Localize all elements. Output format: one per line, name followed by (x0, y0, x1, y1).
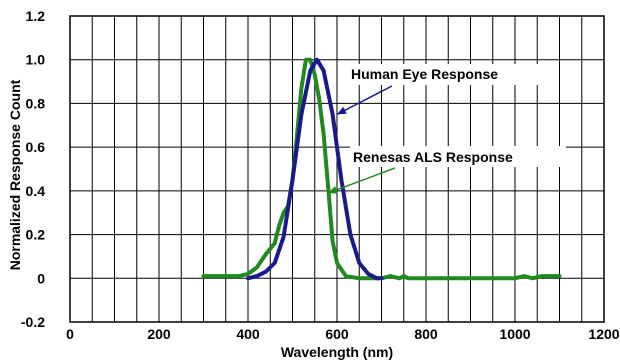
annotations: Human Eye Response Renesas ALS Response (327, 64, 566, 194)
x-tick-label: 1000 (499, 326, 530, 342)
x-tick-label: 200 (147, 326, 171, 342)
x-tick-label: 400 (236, 326, 260, 342)
x-axis-label: Wavelength (nm) (281, 344, 393, 360)
series-line-0 (246, 57, 384, 281)
annotation-box (349, 64, 553, 85)
series-line-1 (201, 57, 562, 281)
annotation-arrowhead (337, 106, 347, 115)
y-tick-label: 0.6 (26, 139, 46, 155)
annotation-label: Renesas ALS Response (353, 149, 513, 165)
y-tick-label: 0.2 (26, 227, 46, 243)
y-tick-label: 0 (37, 270, 45, 286)
annotation-pointer (327, 167, 396, 194)
x-tick-label: 1200 (588, 326, 619, 342)
y-tick-label: 0.8 (26, 95, 46, 111)
series-layer (201, 57, 562, 281)
y-tick-label: 1.0 (26, 52, 46, 68)
annotation-box (350, 146, 566, 167)
grid (70, 16, 604, 322)
x-tick-label: 800 (414, 326, 438, 342)
annotation-pointer (336, 85, 393, 116)
y-tick-label: 0.4 (26, 183, 46, 199)
y-tick-label: 1.2 (26, 8, 46, 24)
x-tick-label: 600 (325, 326, 349, 342)
x-tick-label: 0 (66, 326, 74, 342)
annotation-label: Human Eye Response (351, 66, 498, 82)
plot-frame (69, 15, 605, 323)
annotation-arrowhead (328, 186, 338, 194)
y-tick-label: -0.2 (21, 314, 45, 330)
tick-labels: 0 200 400 600 800 1000 1200 1.2 1.0 0.8 0.6 0.4 0.2 0… (21, 8, 620, 342)
y-axis-label: Normalized Response Count (7, 79, 23, 270)
